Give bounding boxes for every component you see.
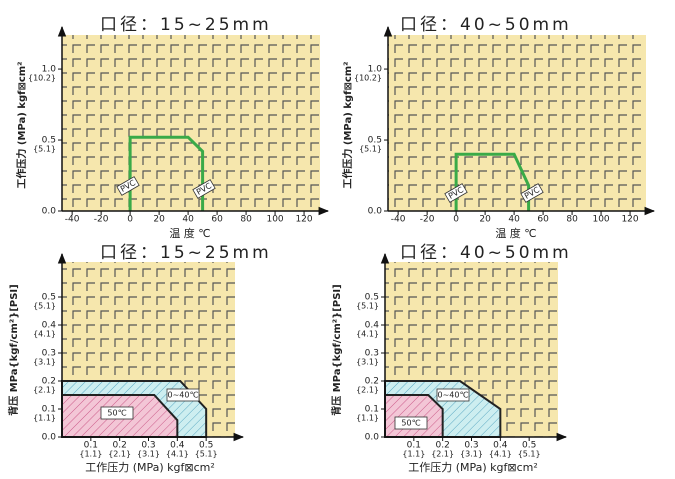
series-label: 0~40℃ (438, 391, 469, 400)
y-tick-sublabel: {3.1} (33, 358, 56, 367)
series-label: 50℃ (107, 409, 126, 418)
series-label: 50℃ (401, 419, 420, 428)
y-tick-label: 0.1 (42, 405, 56, 415)
x-tick-label: 20 (479, 215, 491, 225)
y-tick-sublabel: {3.1} (356, 358, 379, 367)
label-box (394, 416, 428, 430)
x-tick-label: 0.4 (170, 441, 185, 451)
x-tick-label: 60 (537, 215, 549, 225)
y-tick-sublabel: {5.1} (359, 145, 382, 154)
chart-title: 口径：15~25mm (100, 243, 272, 263)
plot-background (388, 35, 646, 211)
x-tick-label: 0 (127, 215, 133, 225)
y-tick-label: 0.4 (42, 321, 57, 331)
y-axis-title: 工作压力 (MPa) kgf⊠cm² (15, 61, 28, 188)
x-tick-sublabel: {5.1} (195, 450, 218, 459)
chart-title: 口径：40~50mm (400, 243, 572, 263)
x-tick-label: -40 (391, 215, 406, 225)
y-tick-sublabel: {10.2} (28, 74, 56, 83)
x-tick-sublabel: {3.1} (137, 450, 160, 459)
x-tick-sublabel: {4.1} (166, 450, 189, 459)
x-tick-label: 0.1 (407, 441, 421, 451)
y-tick-label: 0.2 (42, 377, 56, 387)
x-tick-label: -20 (420, 215, 435, 225)
chart-title: 口径：15~25mm (100, 15, 272, 35)
line (128, 135, 205, 211)
y-tick-sublabel: {4.1} (356, 330, 379, 339)
label-box (166, 388, 200, 402)
y-tick-sublabel: {2.1} (356, 386, 379, 395)
area (384, 394, 444, 438)
x-tick-label: -20 (94, 215, 109, 225)
x-tick-label: 100 (592, 215, 609, 225)
y-tick-sublabel: {5.1} (33, 302, 56, 311)
y-tick-label: 0.5 (42, 293, 56, 303)
chart-title: 口径：40~50mm (400, 15, 572, 35)
x-tick-label: 80 (240, 215, 252, 225)
x-tick-label: 0.3 (464, 441, 478, 451)
y-tick-sublabel: {10.2} (354, 74, 382, 83)
x-tick-sublabel: {1.1} (402, 450, 425, 459)
x-tick-label: 40 (182, 215, 194, 225)
x-tick-label: 0.1 (84, 441, 98, 451)
x-tick-label: -40 (65, 215, 80, 225)
y-tick-label: 0.4 (365, 321, 380, 331)
x-tick-sublabel: {2.1} (431, 450, 454, 459)
y-tick-label: 0.0 (365, 433, 380, 443)
x-axis-title: 温 度 ℃ (169, 226, 210, 240)
x-tick-sublabel: {1.1} (79, 450, 102, 459)
y-tick-label: 1.0 (368, 65, 383, 75)
y-tick-label: 0.3 (365, 349, 379, 359)
y-axis-title: 背压 MPa{kgf/cm²}[PSI] (7, 284, 20, 415)
y-tick-label: 0.5 (365, 293, 379, 303)
x-tick-label: 40 (508, 215, 520, 225)
y-tick-sublabel: {4.1} (33, 330, 56, 339)
y-axis-title: 工作压力 (MPa) kgf⊠cm² (341, 61, 354, 188)
x-tick-label: 0.2 (436, 441, 450, 451)
y-tick-sublabel: {5.1} (33, 145, 56, 154)
y-tick-label: 0.3 (42, 349, 56, 359)
plot-background (62, 35, 320, 211)
y-tick-label: 0.5 (368, 136, 382, 146)
label-box (100, 406, 134, 420)
x-tick-label: 0.3 (141, 441, 155, 451)
x-tick-sublabel: {3.1} (460, 450, 483, 459)
annotation-box (192, 179, 216, 199)
x-axis-title: 工作压力 (MPa) kgf⊠cm² (85, 461, 215, 474)
x-tick-label: 20 (153, 215, 165, 225)
annotation-box (116, 176, 140, 196)
x-tick-label: 0.4 (493, 441, 508, 451)
x-axis-title: 温 度 ℃ (495, 226, 536, 240)
x-tick-label: 80 (566, 215, 578, 225)
label-box (436, 388, 470, 402)
x-tick-label: 60 (211, 215, 223, 225)
y-tick-label: 0.0 (42, 433, 57, 443)
y-tick-label: 0.2 (365, 377, 379, 387)
y-tick-label: 1.0 (42, 65, 57, 75)
x-tick-label: 120 (621, 215, 638, 225)
x-tick-label: 120 (295, 215, 312, 225)
x-tick-label: 0.2 (113, 441, 127, 451)
y-tick-sublabel: {1.1} (33, 414, 56, 423)
y-tick-sublabel: {1.1} (356, 414, 379, 423)
y-tick-label: 0.5 (42, 136, 56, 146)
x-tick-label: 100 (266, 215, 283, 225)
y-tick-label: 0.1 (365, 405, 379, 415)
x-tick-sublabel: {2.1} (108, 450, 131, 459)
y-axis-title: 背压 MPa{kgf/cm²}[PSI] (330, 284, 343, 415)
x-tick-label: 0.5 (522, 441, 536, 451)
y-tick-label: 0.0 (42, 207, 57, 217)
y-tick-sublabel: {2.1} (33, 386, 56, 395)
y-tick-sublabel: {5.1} (356, 302, 379, 311)
x-tick-sublabel: {5.1} (518, 450, 541, 459)
y-tick-label: 0.0 (368, 207, 383, 217)
annotation-box (520, 183, 544, 203)
x-tick-label: 0.5 (199, 441, 213, 451)
x-tick-sublabel: {4.1} (489, 450, 512, 459)
annotation-box (444, 183, 468, 203)
x-axis-title: 工作压力 (MPa) kgf⊠cm² (408, 461, 538, 474)
series-label: 0~40℃ (168, 391, 199, 400)
x-tick-label: 0 (453, 215, 459, 225)
